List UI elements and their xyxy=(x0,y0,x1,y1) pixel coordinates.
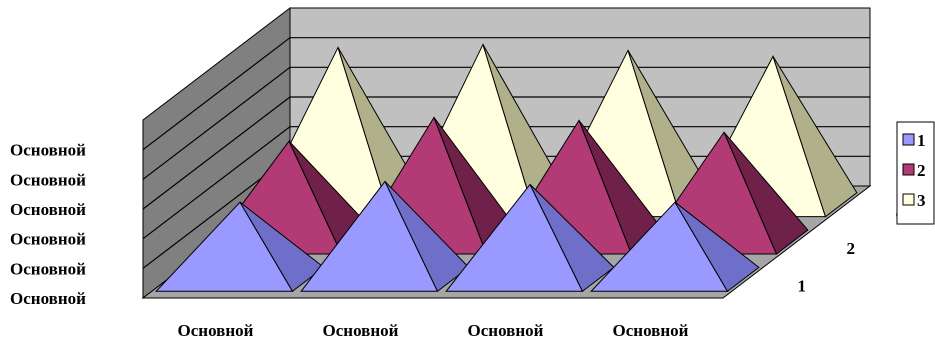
chart-gridlines xyxy=(142,37,870,269)
x-tick-label: Основной xyxy=(178,321,254,340)
x-tick-label: Основной xyxy=(613,321,689,340)
pyramid-face-side xyxy=(674,201,760,293)
legend-swatch xyxy=(902,163,915,176)
gridline xyxy=(142,96,870,210)
pyramid-face-side xyxy=(239,201,325,293)
chart-labels: Основной Основной Основной Основной Основной… xyxy=(10,141,904,340)
pyramid-face-side xyxy=(772,56,858,218)
y-tick-label: Основной xyxy=(10,200,86,219)
chart-legend: 1 2 3 xyxy=(896,121,935,225)
legend-swatch xyxy=(902,133,915,146)
pyramid-bar xyxy=(155,201,325,293)
legend-label: 3 xyxy=(917,191,926,210)
y-tick-label: Основной xyxy=(10,141,86,160)
x-tick-label: Основной xyxy=(323,321,399,340)
depth-tick-label: 2 xyxy=(847,239,856,258)
pyramid-bar xyxy=(590,201,760,293)
gridline xyxy=(142,66,870,180)
x-tick-label: Основной xyxy=(468,321,544,340)
gridline xyxy=(142,126,870,240)
depth-tick-label: 1 xyxy=(798,276,807,295)
y-tick-label: Основной xyxy=(10,259,86,278)
pyramid-face-side xyxy=(529,184,615,293)
pyramid-face-side xyxy=(723,131,809,255)
pyramid-bar xyxy=(300,180,470,293)
legend-label: 2 xyxy=(917,161,926,180)
pyramid-bar xyxy=(445,183,615,293)
pyramid-face-side xyxy=(384,181,470,293)
y-tick-label: Основной xyxy=(10,289,86,308)
legend-label: 1 xyxy=(917,131,926,150)
y-tick-label: Основной xyxy=(10,170,86,189)
gridline xyxy=(142,37,870,151)
legend-swatch xyxy=(902,193,915,206)
chart-marks xyxy=(155,43,858,293)
y-tick-label: Основной xyxy=(10,230,86,249)
